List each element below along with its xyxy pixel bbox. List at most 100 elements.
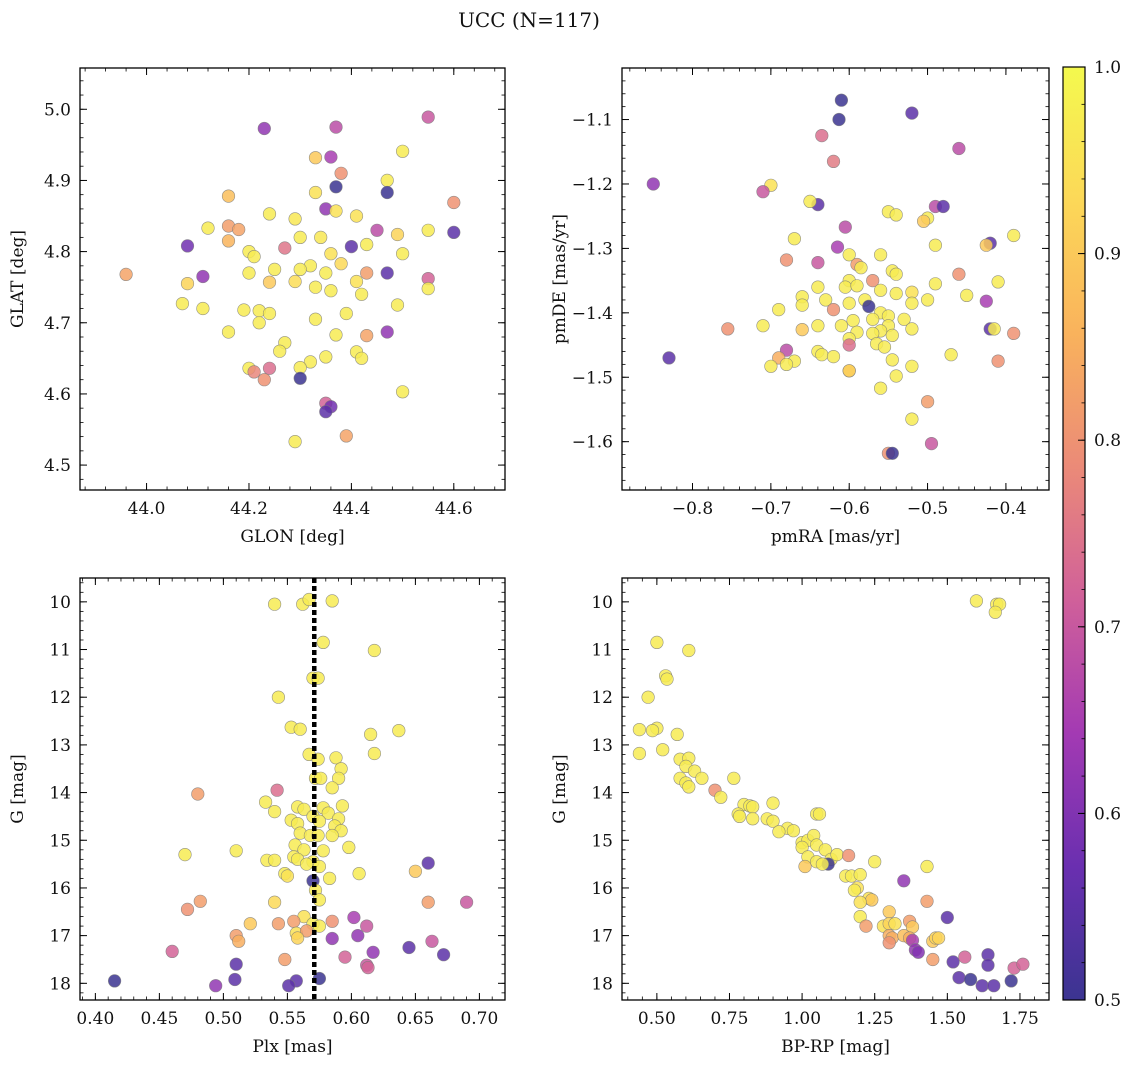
scatter-point: [862, 299, 876, 314]
scatter-point: [882, 936, 896, 950]
scatter-point: [291, 931, 305, 945]
scatter-point: [721, 322, 735, 336]
scatter-point: [308, 185, 323, 200]
scatter-point: [873, 381, 888, 395]
scatter-point: [380, 185, 394, 200]
scatter-point: [888, 917, 902, 931]
scatter-point: [402, 940, 416, 955]
scatter-point: [278, 241, 292, 255]
scatter-point: [963, 972, 978, 987]
scatter-point: [221, 325, 236, 339]
scatter-point: [897, 312, 911, 326]
scatter-point: [180, 902, 195, 917]
scatter-point: [952, 141, 966, 156]
x-axis-label: GLON [deg]: [240, 527, 344, 547]
scatter-point: [447, 195, 461, 210]
scatter-point: [834, 93, 849, 107]
scatter-point: [228, 972, 242, 987]
scatter-points: [632, 594, 1030, 993]
scatter-point: [247, 250, 261, 264]
scatter-point: [297, 843, 311, 857]
scatter-point: [866, 312, 880, 326]
scatter-point: [764, 359, 778, 373]
scatter-point: [278, 952, 292, 967]
scatter-point: [396, 247, 410, 261]
colorbar-tick-label: 0.9: [1094, 245, 1121, 265]
scatter-point: [201, 221, 215, 235]
x-axis-label: Plx [mas]: [252, 1037, 332, 1057]
scatter-point: [268, 853, 282, 867]
scatter-point: [832, 112, 846, 127]
scatter-point: [191, 787, 205, 801]
scatter-point: [329, 204, 343, 218]
scatter-point: [262, 275, 277, 289]
scatter-point: [351, 928, 365, 943]
scatter-point: [178, 847, 192, 862]
scatter-point: [859, 919, 873, 933]
scatter-point: [779, 357, 794, 372]
scatter-point: [632, 746, 647, 761]
y-tick-label: 13: [591, 736, 613, 756]
x-tick-label: 1.50: [928, 1009, 966, 1029]
scatter-points: [119, 110, 461, 449]
x-tick-label: 44.2: [230, 499, 268, 519]
scatter-point: [920, 395, 935, 409]
scatter-point: [924, 437, 939, 451]
scatter-point: [268, 895, 282, 909]
scatter-point: [662, 351, 676, 365]
scatter-point: [308, 280, 323, 294]
scatter-point: [714, 790, 728, 804]
scatter-point: [991, 354, 1005, 368]
scatter-point: [905, 359, 919, 373]
scatter-point: [325, 914, 339, 928]
scatter-point: [339, 306, 353, 321]
scatter-panel-4: 0.50 0.75 1.00 1.25 1.50 1.75 10 11 12 13 14 15 16 17…: [550, 577, 1050, 1057]
scatter-point: [826, 154, 841, 168]
scatter-point: [695, 771, 709, 785]
scatter-point: [987, 979, 1001, 993]
scatter-point: [873, 248, 888, 262]
scatter-point: [193, 894, 207, 908]
colorbar-tick-label: 0.8: [1094, 431, 1121, 451]
scatter-point: [812, 807, 827, 821]
scatter-point: [798, 859, 812, 874]
scatter-point: [928, 238, 943, 252]
scatter-point: [287, 914, 301, 928]
scatter-point: [946, 955, 960, 969]
y-tick-label: −1.5: [572, 368, 613, 388]
scatter-point: [349, 209, 364, 223]
scatter-point: [803, 194, 817, 208]
scatter-point: [650, 635, 664, 650]
scatter-point: [293, 371, 307, 385]
scatter-point: [280, 869, 295, 883]
scatter-point: [842, 296, 856, 310]
scatter-point: [981, 958, 995, 972]
y-tick-label: 10: [591, 593, 613, 613]
scatter-point: [196, 269, 210, 284]
x-tick-label: 0.70: [460, 1009, 498, 1029]
y-tick-label: 15: [591, 831, 613, 851]
scatter-point: [868, 855, 882, 869]
scatter-point: [920, 293, 935, 307]
y-tick-label: 11: [591, 641, 613, 661]
scatter-point: [437, 948, 451, 962]
scatter-point: [252, 316, 266, 330]
x-tick-label: 0.50: [204, 1009, 242, 1029]
scatter-point: [842, 338, 856, 352]
scatter-point: [1007, 326, 1021, 341]
scatter-point: [682, 780, 696, 794]
scatter-point: [316, 844, 330, 858]
scatter-point: [293, 722, 307, 736]
scatter-point: [392, 723, 406, 738]
colorbar-tick-label: 0.6: [1094, 804, 1121, 824]
scatter-point: [259, 795, 273, 809]
scatter-point: [329, 751, 343, 765]
scatter-point: [958, 950, 972, 964]
x-tick-label: 0.50: [638, 1009, 676, 1029]
scatter-point: [727, 771, 741, 785]
y-tick-label: 16: [591, 879, 613, 899]
scatter-point: [367, 643, 382, 658]
scatter-point: [873, 283, 888, 297]
scatter-point: [325, 931, 339, 946]
